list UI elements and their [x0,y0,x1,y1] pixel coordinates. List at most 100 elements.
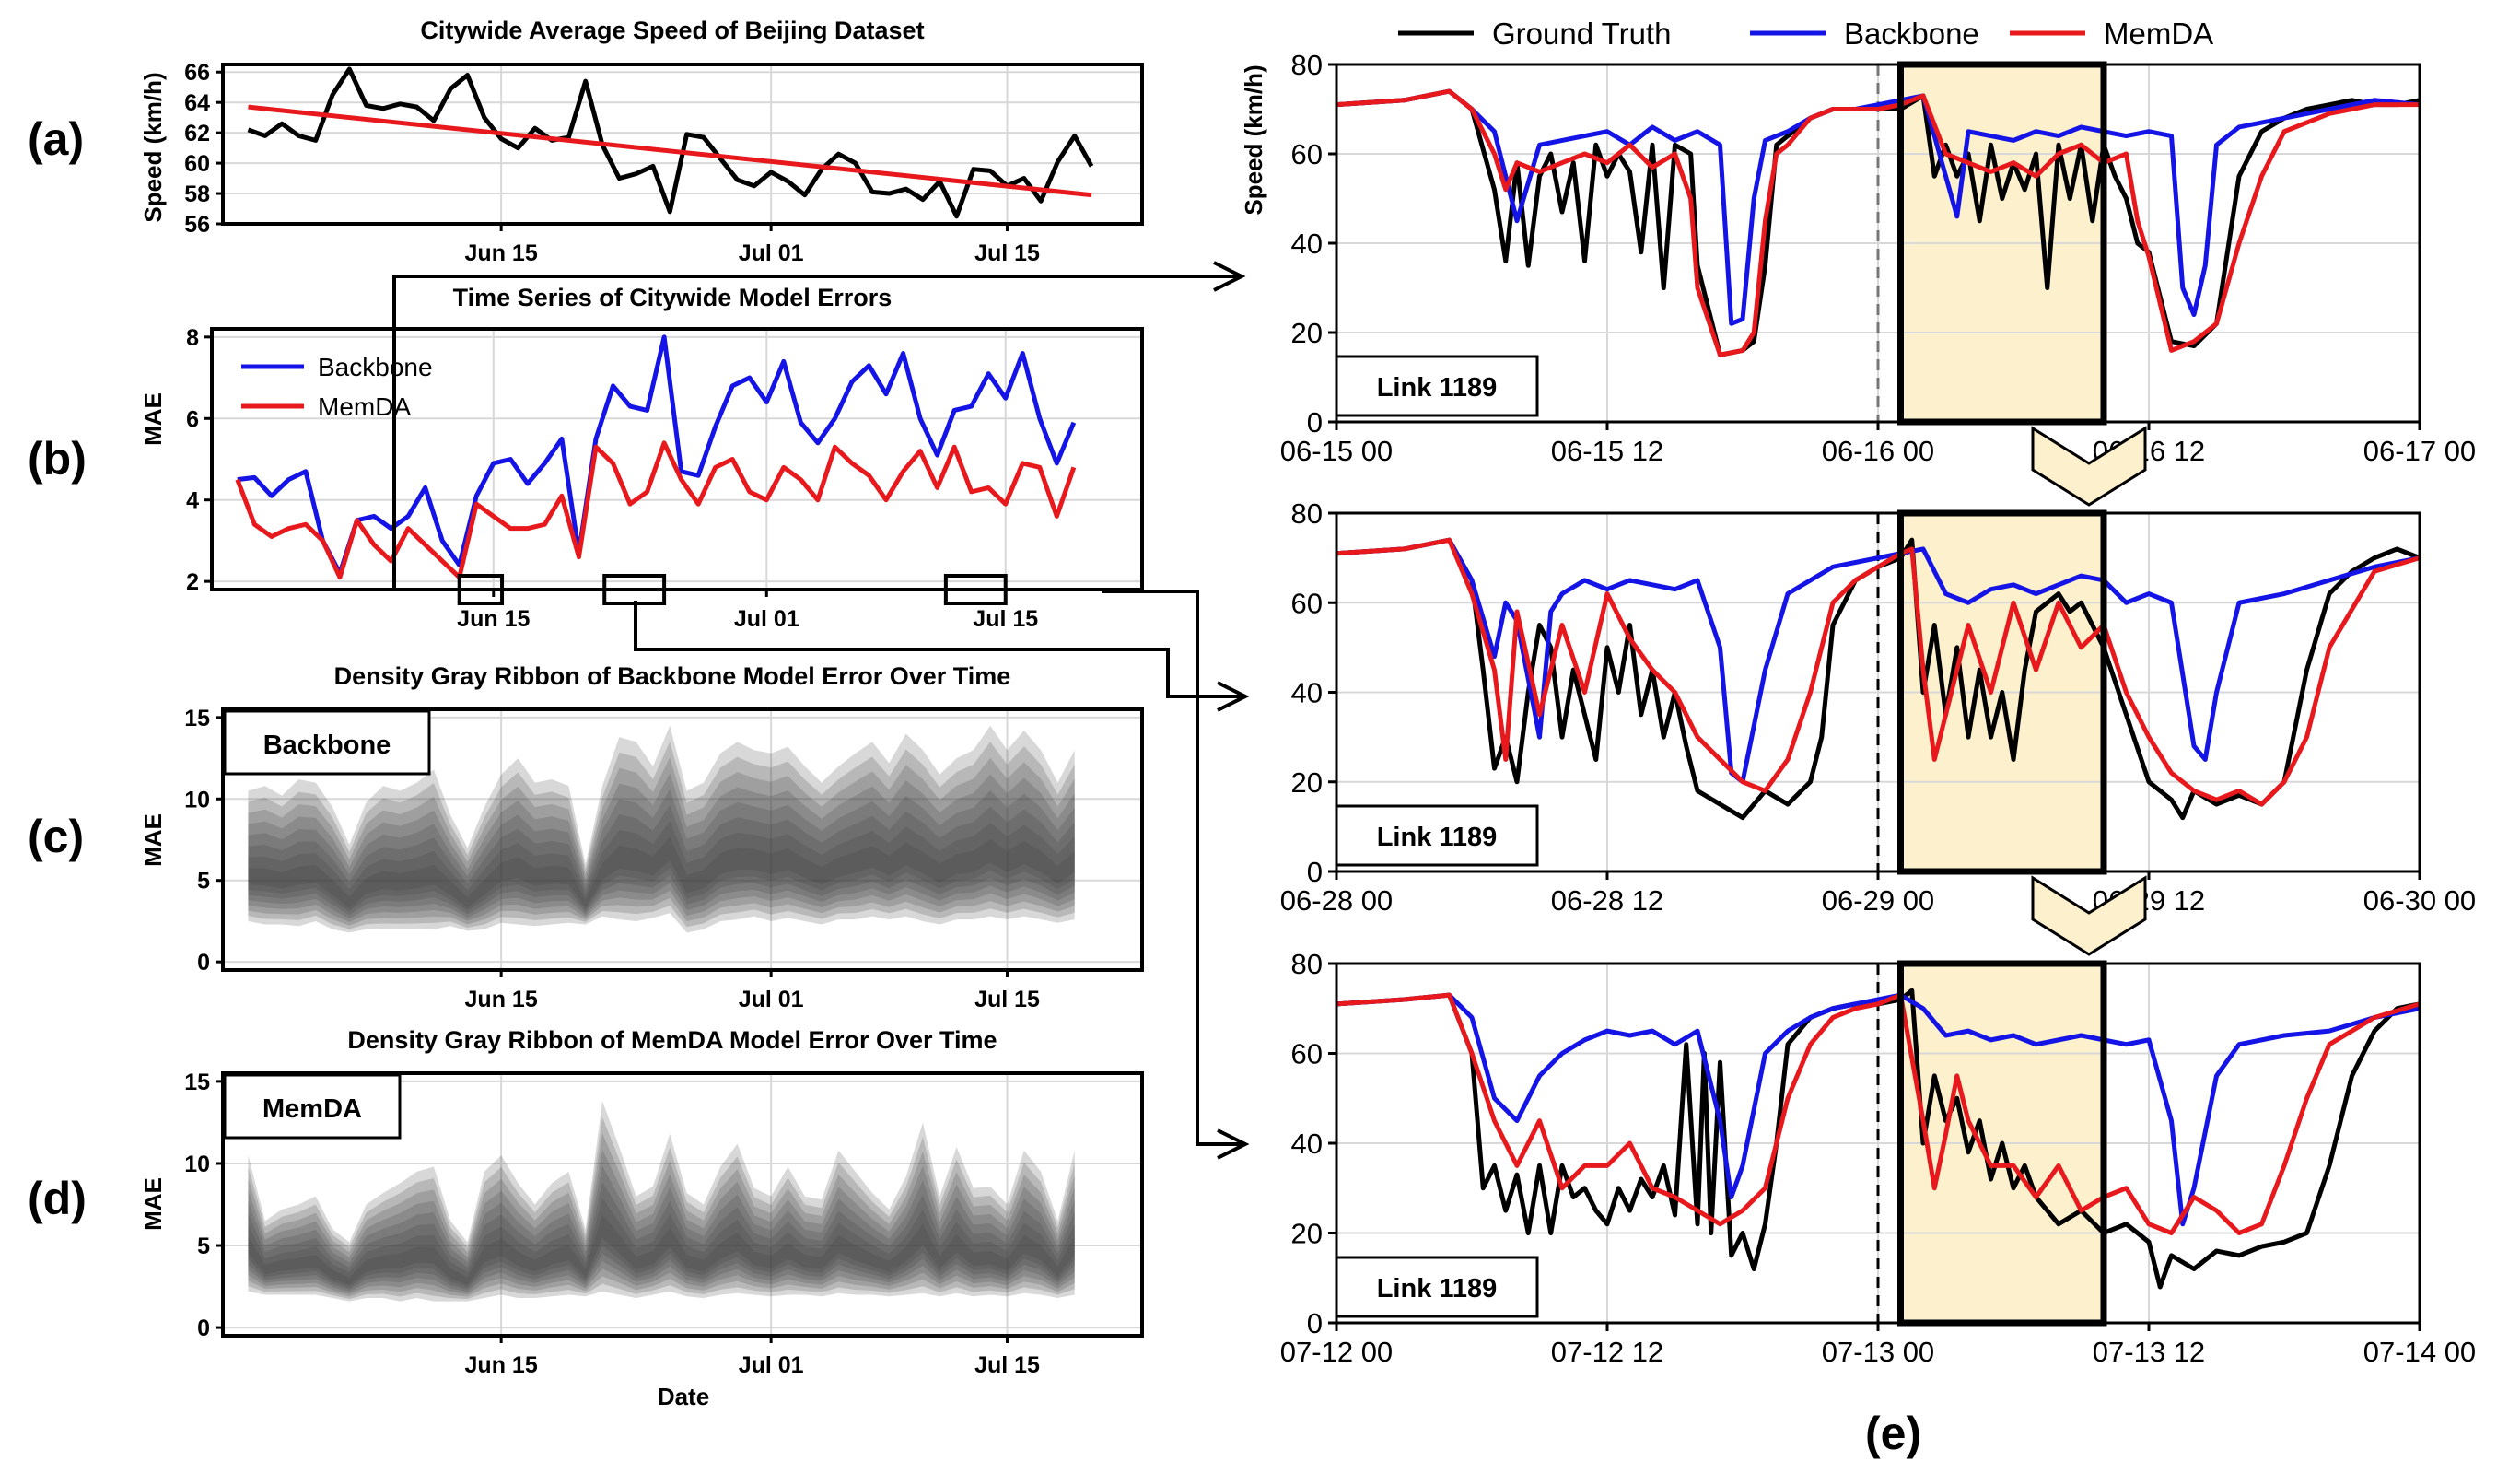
ylabel-b: MAE [139,392,167,446]
chevron-down-icon [2031,426,2147,507]
series-line-trend [248,104,1092,198]
xtick-d-0: Jun 15 [465,1352,538,1378]
ytick-b-3: 8 [186,325,199,351]
title-b: Time Series of Citywide Model Errors [453,284,892,311]
ytick-a-4: 64 [184,90,210,116]
arrow-jul01 [634,601,1243,698]
link-label-e1: Link 1189 [1377,373,1498,403]
arrow-jul24 [1102,590,1243,1146]
arrow-jul24-head [1217,1128,1250,1160]
ytick-e1-4: 80 [1291,49,1323,81]
ribbon-layer-c-4 [248,789,1075,919]
frame-d [221,1071,1144,1338]
xtick-e2-0: 06-28 00 [1280,884,1393,917]
ytick-e1-1: 20 [1291,317,1323,349]
xtick-a-2: Jul 15 [974,240,1040,266]
link-box-e3 [1335,1256,1539,1318]
ytick-e3-3: 60 [1291,1038,1323,1070]
ytick-c-3: 15 [184,706,210,731]
ytick-a-0: 56 [184,212,210,238]
ytick-d-0: 0 [197,1315,210,1341]
panel-label-a: (a) [28,113,84,165]
ribbon-layer-d-1 [248,1116,1075,1300]
ytick-d-1: 5 [197,1233,210,1259]
ytick-a-1: 58 [184,181,210,207]
xtick-c-1: Jul 01 [739,987,804,1012]
series-line-e2-backbone [1336,537,2421,785]
xtick-e3-1: 07-12 12 [1551,1336,1663,1368]
chevron-down-icon-2 [2031,875,2147,956]
xtick-e3-3: 07-13 12 [2093,1336,2205,1368]
xtick-e1-0: 06-15 00 [1280,435,1393,467]
xtick-a-1: Jul 01 [739,240,804,266]
xtick-c-0: Jun 15 [465,987,538,1012]
ribbon-layer-c-6 [248,821,1075,912]
xlabel-d: Date [658,1383,709,1410]
box-label-d: MemDA [262,1094,362,1124]
ytick-e1-2: 40 [1291,228,1323,260]
ytick-b-1: 4 [186,488,199,514]
series-line-backbone [237,334,1077,576]
ribbon-layer-c-0 [248,725,1075,933]
xtick-a-0: Jun 15 [465,240,538,266]
ytick-c-2: 10 [184,787,210,812]
ytick-e1-0: 0 [1307,406,1323,438]
frame-e3 [1335,962,2421,1325]
xtick-e1-2: 06-16 00 [1822,435,1934,467]
ribbon-layer-d-3 [248,1149,1075,1294]
frame-c [221,707,1144,972]
legend-e-memda: MemDA [2104,17,2213,51]
title-d: Density Gray Ribbon of MemDA Model Error… [347,1026,997,1054]
ytick-e3-2: 40 [1291,1128,1323,1160]
xtick-e3-2: 07-13 00 [1822,1336,1934,1368]
xtick-e1-1: 06-15 12 [1551,435,1663,467]
ribbon-layer-d-0 [248,1101,1075,1302]
ribbon-layer-c-3 [248,773,1075,922]
ribbon-layer-d-4 [248,1165,1075,1292]
box-label-c: Backbone [263,731,391,760]
arrow-jul01-head [1217,681,1250,712]
ytick-c-1: 5 [197,869,210,894]
panel-label-b: (b) [28,433,87,485]
series-line-e3-memda [1336,992,2421,1235]
series-line-e1-memda [1336,88,2420,357]
xtick-c-2: Jul 15 [974,987,1040,1012]
ytick-e2-0: 0 [1307,856,1323,888]
ylabel-e1: Speed (km/h) [1240,64,1267,215]
xtick-e2-4: 06-30 00 [2363,884,2476,917]
panel-label-d: (d) [28,1173,87,1224]
xtick-e2-2: 06-29 00 [1822,884,1934,917]
ytick-d-3: 15 [184,1070,210,1095]
series-line-average-speed [247,66,1094,219]
xtick-e3-0: 07-12 00 [1280,1336,1393,1368]
ytick-b-0: 2 [186,569,199,595]
xtick-d-1: Jul 01 [739,1352,804,1378]
ribbon-layer-d-7 [248,1214,1075,1285]
ribbon-layer-d-6 [248,1198,1075,1288]
ytick-e3-0: 0 [1307,1307,1323,1339]
ytick-e3-1: 20 [1291,1218,1323,1250]
panel-label-e: (e) [1865,1408,1921,1459]
ribbon-layer-c-7 [248,836,1075,908]
ytick-e2-2: 40 [1291,677,1323,709]
link-box-e1: Link 1189 [1335,355,1539,417]
arrow-jun15-head [1213,261,1246,292]
series-line-e1-backbone [1336,88,2421,326]
ribbon-layer-c-5 [248,805,1075,916]
xtick-b-2: Jul 15 [973,606,1038,632]
ytick-e2-3: 60 [1291,587,1323,619]
title-a: Citywide Average Speed of Beijing Datase… [420,17,924,44]
xtick-b-0: Jun 15 [457,606,530,632]
xtick-b-1: Jul 01 [734,606,799,632]
legend-b-memda: MemDA [318,392,411,421]
ytick-a-3: 62 [184,121,210,146]
frame-b [210,327,1144,591]
ylabel-d: MAE [139,1177,167,1231]
ytick-a-2: 60 [184,151,210,177]
ribbon-layer-c-1 [248,741,1075,929]
xtick-e1-4: 06-17 00 [2363,435,2476,467]
ytick-e3-4: 80 [1291,948,1323,980]
panel-label-c: (c) [28,811,84,862]
xtick-e3-4: 07-14 00 [2363,1336,2476,1368]
